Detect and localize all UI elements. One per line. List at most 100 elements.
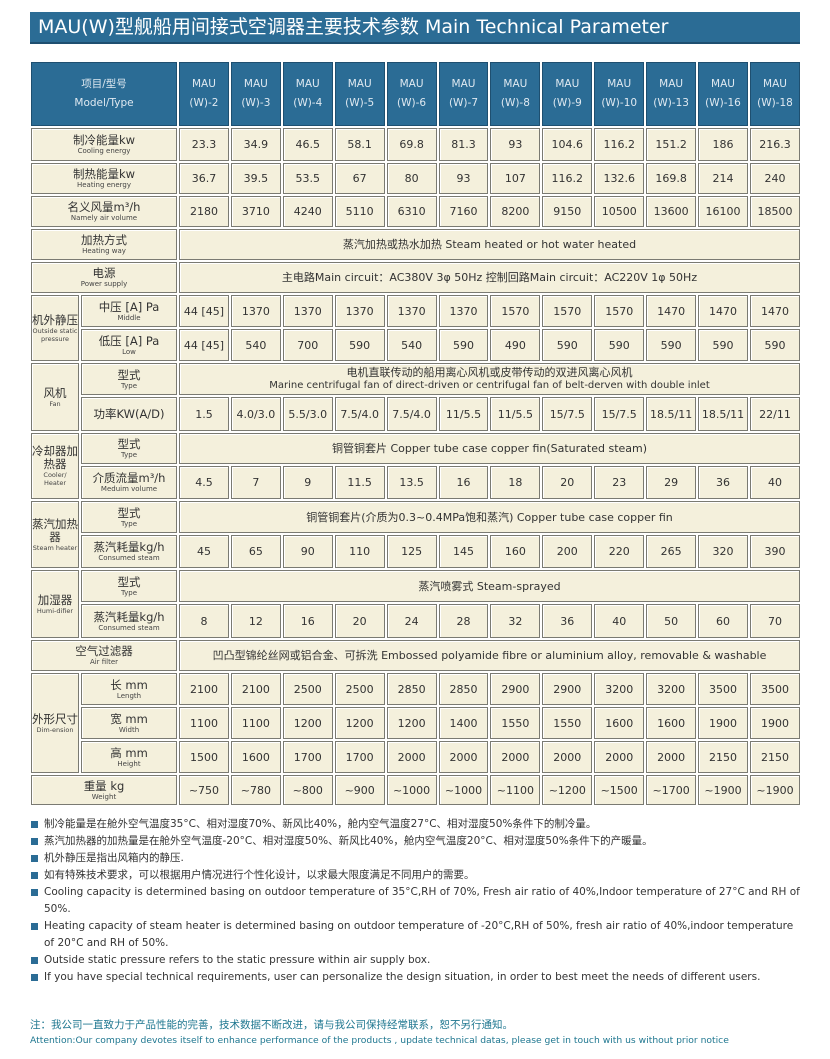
note-item: Cooling capacity is determined basing on…	[30, 884, 800, 918]
value-cell: 7.5/4.0	[334, 397, 385, 431]
value-cell: 590	[646, 329, 697, 361]
model-header-cell: MAU (W)-7	[438, 62, 489, 126]
row-label-cell: 蒸汽耗量kg/h Consumed steam	[81, 535, 177, 568]
row-label-cn: 蒸汽耗量kg/h	[93, 609, 165, 624]
value-cell: 18500	[749, 196, 800, 227]
spanning-value-cell: 蒸汽加热或热水加热 Steam heated or hot water heat…	[179, 229, 800, 260]
value-cell: 1470	[646, 295, 697, 327]
value-cell: 2100	[230, 673, 281, 705]
value-cell: 104.6	[542, 128, 593, 161]
value-cell: 2000	[542, 741, 593, 773]
group-label-en: Dim-ension	[36, 725, 74, 734]
row-label-cell: 宽 mm Width	[81, 707, 177, 739]
value-cell: ~800	[282, 775, 333, 805]
value-cell: ~1100	[490, 775, 541, 805]
group-label-cn: 冷却器加热器	[32, 444, 78, 471]
row-label-cn: 中压 [A] Pa	[98, 299, 160, 314]
value-cell: 16100	[698, 196, 748, 227]
value-cell: 3710	[230, 196, 281, 227]
row-label-en: Cooling energy	[77, 147, 131, 155]
note-item: Outside static pressure refers to the st…	[30, 952, 800, 969]
row-label-cell: 型式 Type	[81, 363, 177, 395]
table-row: 宽 mm Width 1100 1100 1200 1200 1200 1400 1550 155…	[31, 707, 800, 739]
row-label-cn: 低压 [A] Pa	[98, 333, 160, 348]
value-cell: 1100	[179, 707, 229, 739]
value-cell: 50	[646, 604, 697, 638]
model-name: MAU	[243, 78, 268, 90]
value-cell: 2850	[386, 673, 437, 705]
row-label-cn: 蒸汽耗量kg/h	[93, 540, 165, 554]
row-label-en: Type	[120, 588, 138, 597]
value-cell: 1370	[386, 295, 437, 327]
value-cell: 5110	[334, 196, 385, 227]
header-row: 项目/型号 Model/Type MAU (W)-2 MAU (W)-3 MAU (W)-4 M…	[31, 62, 800, 126]
model-suffix: (W)-9	[552, 97, 582, 109]
value-cell: 145	[438, 535, 489, 568]
value-cell: 29	[646, 466, 697, 499]
value-cell: 46.5	[282, 128, 333, 161]
value-cell: 1400	[438, 707, 489, 739]
footer-en: Attention:Our company devotes itself to …	[30, 1035, 729, 1046]
value-cell: 1500	[179, 741, 229, 773]
value-cell: 1200	[282, 707, 333, 739]
value-cell: ~900	[334, 775, 385, 805]
value-cell: 18.5/11	[646, 397, 697, 431]
value-cell: ~1700	[646, 775, 697, 805]
value-cell: 1570	[542, 295, 593, 327]
table-row: 空气过滤器 Air filter 凹凸型锦纶丝网或铝合金、可拆洗 Embossed …	[31, 640, 800, 671]
value-cell: 65	[230, 535, 281, 568]
value-cell: 590	[542, 329, 593, 361]
value-cell: 8	[179, 604, 229, 638]
row-label-cn: 型式	[117, 437, 141, 451]
table-row: 介质流量m³/h Meduim volume 4.5 7 9 11.5 13.5 16 18 20…	[31, 466, 800, 499]
value-cell: 1.5	[179, 397, 229, 431]
row-label-en: Air filter	[89, 658, 119, 666]
value-cell: 7160	[438, 196, 489, 227]
value-cell: 3500	[749, 673, 800, 705]
group-label-en: Fan	[49, 399, 61, 408]
note-item: If you have special technical requiremen…	[30, 969, 800, 986]
row-label-cell: 蒸汽耗量kg/h Consumed steam	[81, 604, 177, 638]
value-cell: 40	[749, 466, 800, 499]
group-label-en: Humi-difier	[36, 606, 74, 615]
value-cell: 390	[749, 535, 800, 568]
table-row: 蒸汽耗量kg/h Consumed steam 8 12 16 20 24 28 32 36 40 5…	[31, 604, 800, 638]
note-item: 如有特殊技术要求，可以根据用户情况进行个性化设计，以求最大限度满足不同用户的需要…	[30, 867, 800, 884]
value-cell: 20	[334, 604, 385, 638]
model-name: MAU	[451, 78, 476, 90]
row-label-en: Namely air volume	[70, 214, 138, 222]
model-name: MAU	[503, 78, 528, 90]
value-cell: 23	[594, 466, 645, 499]
model-suffix: (W)-13	[653, 97, 689, 109]
model-name: MAU	[295, 78, 320, 90]
value-cell: 1550	[542, 707, 593, 739]
spanning-value-text: 电机直联传动的船用离心风机或皮带传动的双进风离心风机	[346, 366, 633, 379]
table-row: 制热能量kw Heating energy 36.7 39.5 53.5 67 80 93 10…	[31, 163, 800, 194]
spanning-value-text: Marine centrifugal fan of direct-driven …	[269, 380, 710, 391]
row-label-en: Heating way	[82, 247, 126, 255]
value-cell: 36	[698, 466, 748, 499]
model-name: MAU	[399, 78, 424, 90]
group-label-cell: 机外静压 Outside static pressure	[31, 295, 79, 361]
table-row: 名义风量m³/h Namely air volume 2180 3710 4240 511…	[31, 196, 800, 227]
value-cell: 200	[542, 535, 593, 568]
model-header-cell: MAU (W)-9	[542, 62, 593, 126]
value-cell: 160	[490, 535, 541, 568]
row-label-cn: 制冷能量kw	[72, 133, 136, 147]
note-item: 蒸汽加热器的加热量是在舱外空气温度-20°C、相对湿度50%、新风比40%，舱内…	[30, 833, 800, 850]
note-item: 制冷能量是在舱外空气温度35°C、相对湿度70%、新风比40%，舱内空气温度27…	[30, 816, 800, 833]
row-label-en: Weight	[91, 792, 117, 801]
value-cell: 590	[594, 329, 645, 361]
row-label-cn: 介质流量m³/h	[92, 471, 166, 485]
model-name: MAU	[763, 78, 787, 90]
value-cell: 590	[334, 329, 385, 361]
value-cell: 1100	[230, 707, 281, 739]
model-header-cell: MAU (W)-13	[646, 62, 697, 126]
value-cell: 220	[594, 535, 645, 568]
value-cell: 2150	[698, 741, 748, 773]
group-label-cn: 加湿器	[37, 592, 73, 607]
spanning-value-cell: 凹凸型锦纶丝网或铝合金、可拆洗 Embossed polyamide fibre…	[179, 640, 800, 671]
value-cell: ~1000	[386, 775, 437, 805]
model-name: MAU	[711, 78, 735, 90]
value-cell: 6310	[386, 196, 437, 227]
